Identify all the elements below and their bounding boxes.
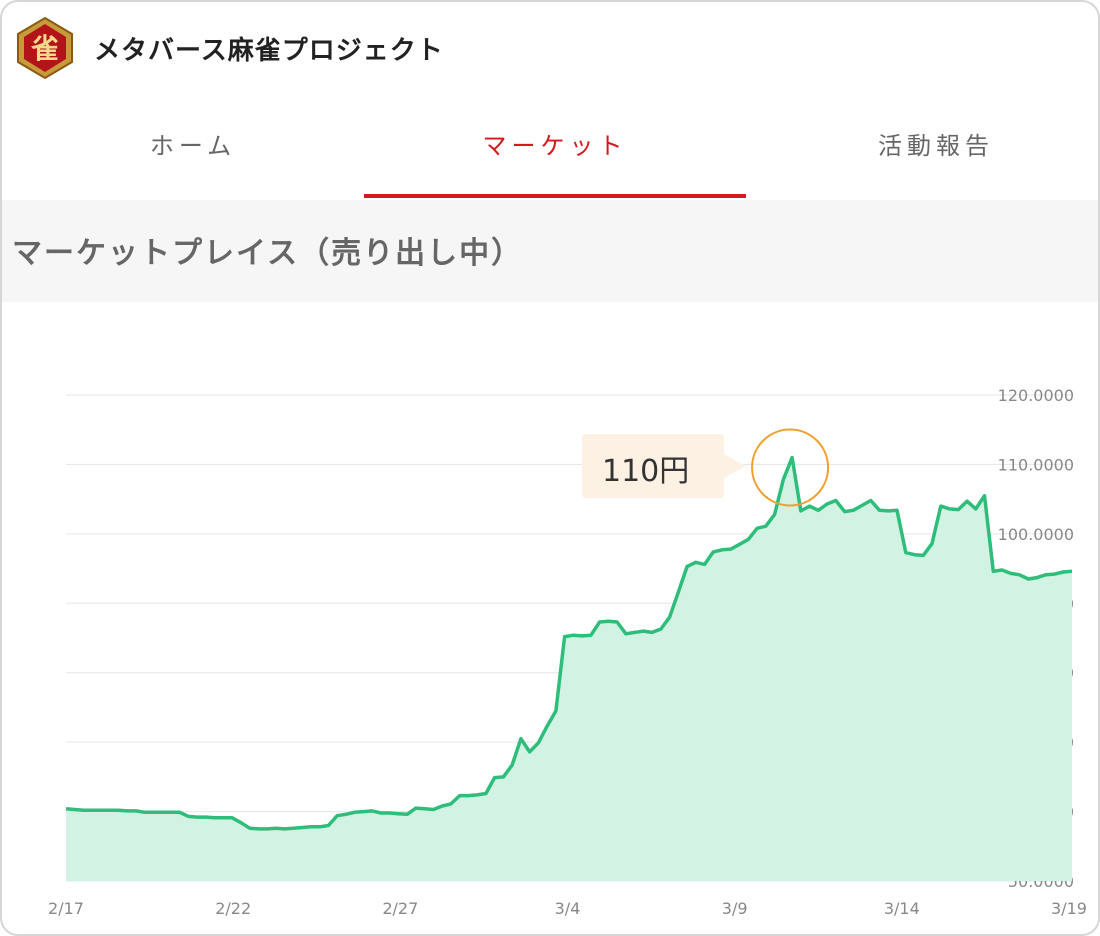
tab-market-label: マーケット: [482, 132, 628, 160]
highlight-circle: [751, 428, 830, 507]
x-tick-label: 3/14: [884, 899, 920, 918]
tab-bar: ホーム マーケット 活動報告: [2, 98, 1098, 198]
price-chart-svg: 50.000060.000070.000080.000090.0000100.0…: [48, 386, 1087, 918]
x-tick-label: 2/17: [48, 899, 84, 918]
x-tick-label: 2/22: [215, 899, 251, 918]
tab-home[interactable]: ホーム: [2, 98, 384, 198]
price-area: [66, 457, 1072, 881]
app-header: 雀 メタバース麻雀プロジェクト: [2, 2, 1098, 98]
tab-market[interactable]: マーケット: [364, 98, 746, 198]
price-line: [65, 455, 1073, 831]
mahjong-logo-icon[interactable]: 雀: [14, 16, 76, 80]
tab-activity-report[interactable]: 活動報告: [746, 98, 1098, 198]
tab-home-label: ホーム: [149, 132, 237, 160]
x-tick-label: 3/4: [555, 899, 581, 918]
y-tick-label: 110.0000: [998, 455, 1074, 474]
y-tick-label: 120.0000: [998, 386, 1074, 405]
tab-activity-report-label: 活動報告: [878, 132, 994, 160]
tooltip-price-label: 110円: [602, 454, 690, 489]
x-tick-label: 3/19: [1051, 899, 1087, 918]
price-tooltip: 110円: [582, 434, 746, 498]
section-header: マーケットプレイス（売り出し中）: [2, 200, 1098, 302]
x-tick-label: 3/9: [722, 899, 748, 918]
y-tick-label: 100.0000: [998, 525, 1074, 544]
active-tab-indicator: [364, 194, 746, 198]
section-title: マーケットプレイス（売り出し中）: [12, 236, 524, 271]
logo-glyph: 雀: [31, 32, 59, 65]
price-chart[interactable]: 50.000060.000070.000080.000090.0000100.0…: [2, 302, 1098, 934]
x-tick-label: 2/27: [382, 899, 418, 918]
app-title: メタバース麻雀プロジェクト: [94, 36, 444, 66]
